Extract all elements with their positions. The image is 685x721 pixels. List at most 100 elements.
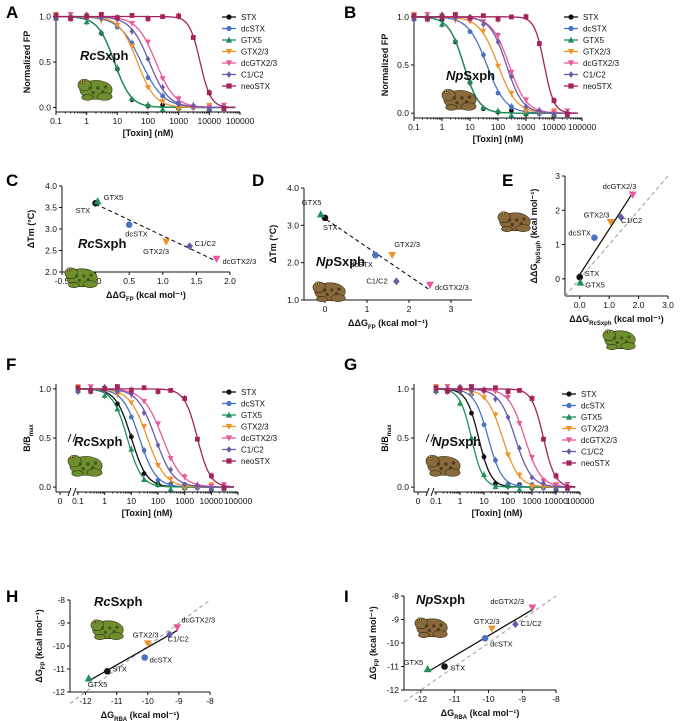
data-point-GTX5 <box>505 482 511 489</box>
data-point-neoSTX <box>145 16 151 22</box>
panel-title: NpSxph <box>416 592 465 607</box>
title-suffix: Sxph <box>91 434 123 449</box>
legend-marker <box>566 391 572 397</box>
point-label: GTX2/3 <box>394 240 420 249</box>
label-unit: (kcal mol⁻¹) <box>134 290 186 300</box>
legend-label: GTX5 <box>581 413 602 422</box>
frog-illustration <box>425 454 461 477</box>
label-subscript: NpSxph <box>536 240 542 263</box>
label-main: ΔG <box>368 666 378 679</box>
data-point-GTX2/3 <box>495 63 501 70</box>
data-point-dcSTX <box>467 29 473 35</box>
y-tick-label: 4.0 <box>287 183 299 193</box>
data-point-GTX2/3 <box>159 98 166 105</box>
x-tick-label: -0.5 <box>55 276 70 286</box>
data-point-C1/C2 <box>194 482 200 489</box>
data-point-C1/C2 <box>393 277 400 286</box>
x-tick-label: 1000 <box>517 122 536 132</box>
y-tick-label: 3.0 <box>45 224 57 234</box>
frog-illustration <box>67 454 103 477</box>
legend-marker <box>567 60 575 67</box>
data-point-GTX2/3 <box>516 472 523 479</box>
legend-marker <box>225 60 233 67</box>
data-point-C1/C2 <box>206 106 212 113</box>
label-unit: (kcal mol⁻¹) <box>34 609 44 661</box>
data-point-neoSTX <box>155 389 161 394</box>
legend-marker <box>226 71 232 78</box>
data-point-neoSTX <box>493 385 498 391</box>
data-point-neoSTX <box>424 16 430 22</box>
data-point-STX <box>508 108 514 114</box>
point-label: C1/C2 <box>168 635 189 644</box>
y-tick-label: 0.5 <box>39 57 51 67</box>
x-tick-label: 10000 <box>542 122 566 132</box>
x-tick-label: -9 <box>175 696 183 706</box>
x-tick-label: 100 <box>141 116 155 126</box>
title-species-prefix: Np <box>416 592 433 607</box>
data-point-GTX5 <box>98 29 105 35</box>
legend-label: GTX2/3 <box>241 423 269 432</box>
data-point-C1/C2 <box>551 112 557 119</box>
data-point-STX <box>481 454 487 460</box>
y-tick-label: 2 <box>555 205 560 215</box>
label-main: B/B <box>380 436 390 452</box>
data-point-neoSTX <box>160 14 166 20</box>
data-point-neoSTX <box>141 385 147 391</box>
data-point-STX <box>576 273 584 281</box>
data-point-neoSTX <box>564 112 570 118</box>
x-tick-label: -9 <box>518 694 526 704</box>
data-point-STX <box>128 434 134 440</box>
data-point-dcGTX2/3 <box>505 394 511 401</box>
data-point-dcGTX2/3 <box>212 255 221 263</box>
panel-title: RcSxph <box>74 434 122 449</box>
y-axis-label: B/Bmax <box>22 424 35 452</box>
data-point-neoSTX <box>553 473 559 479</box>
data-point-GTX5 <box>84 674 93 682</box>
legend-marker <box>568 83 574 89</box>
x-axis-label: ΔGRBA (kcal mol⁻¹) <box>441 708 520 721</box>
panel-title: NpSxph <box>316 254 365 269</box>
data-point-neoSTX <box>88 388 94 394</box>
legend-marker <box>226 14 232 20</box>
frog-illustration <box>414 617 448 638</box>
data-point-dcSTX <box>481 635 489 642</box>
panel-title: RcSxph <box>80 48 128 63</box>
data-point-C1/C2 <box>536 107 542 114</box>
legend-marker <box>225 36 233 43</box>
x-tick-label: 100000 <box>226 116 255 126</box>
legend-label: GTX5 <box>241 411 262 420</box>
data-point-dcGTX2/3 <box>141 398 148 405</box>
data-point-neoSTX <box>208 473 214 479</box>
data-point-GTX5 <box>114 406 121 412</box>
point-label: GTX5 <box>104 193 124 202</box>
data-point-GTX5 <box>167 486 174 492</box>
x-tick-label: 3 <box>449 304 454 314</box>
point-label: dcSTX <box>568 229 591 238</box>
panel-letter-g: G <box>344 355 357 374</box>
data-point-dcSTX <box>372 251 379 259</box>
data-point-neoSTX <box>221 106 227 112</box>
data-point-C1/C2 <box>186 242 193 251</box>
data-point-GTX5 <box>516 486 523 492</box>
y-tick-label: -8 <box>57 595 65 605</box>
legend-label: STX <box>583 13 599 22</box>
legend-marker <box>226 389 232 395</box>
data-point-GTX5 <box>508 112 515 118</box>
legend-marker <box>226 83 232 89</box>
x-tick-label: 1.0 <box>157 276 169 286</box>
panel-title: RcSxph <box>78 236 126 251</box>
legend-marker <box>565 413 573 420</box>
x-tick-label: 0 <box>416 496 421 506</box>
data-point-GTX5 <box>83 18 90 25</box>
data-point-STX <box>469 410 474 416</box>
data-point-neoSTX <box>495 16 501 22</box>
data-point-C1/C2 <box>168 466 174 473</box>
data-point-C1/C2 <box>523 103 529 110</box>
regression-line <box>579 192 634 276</box>
legend-label: STX <box>581 390 597 399</box>
data-point-neoSTX <box>467 15 473 21</box>
data-point-neoSTX <box>452 12 458 17</box>
x-tick-label: -10 <box>482 694 495 704</box>
legend-label: C1/C2 <box>241 71 264 80</box>
x-tick-label: 10000 <box>198 116 222 126</box>
